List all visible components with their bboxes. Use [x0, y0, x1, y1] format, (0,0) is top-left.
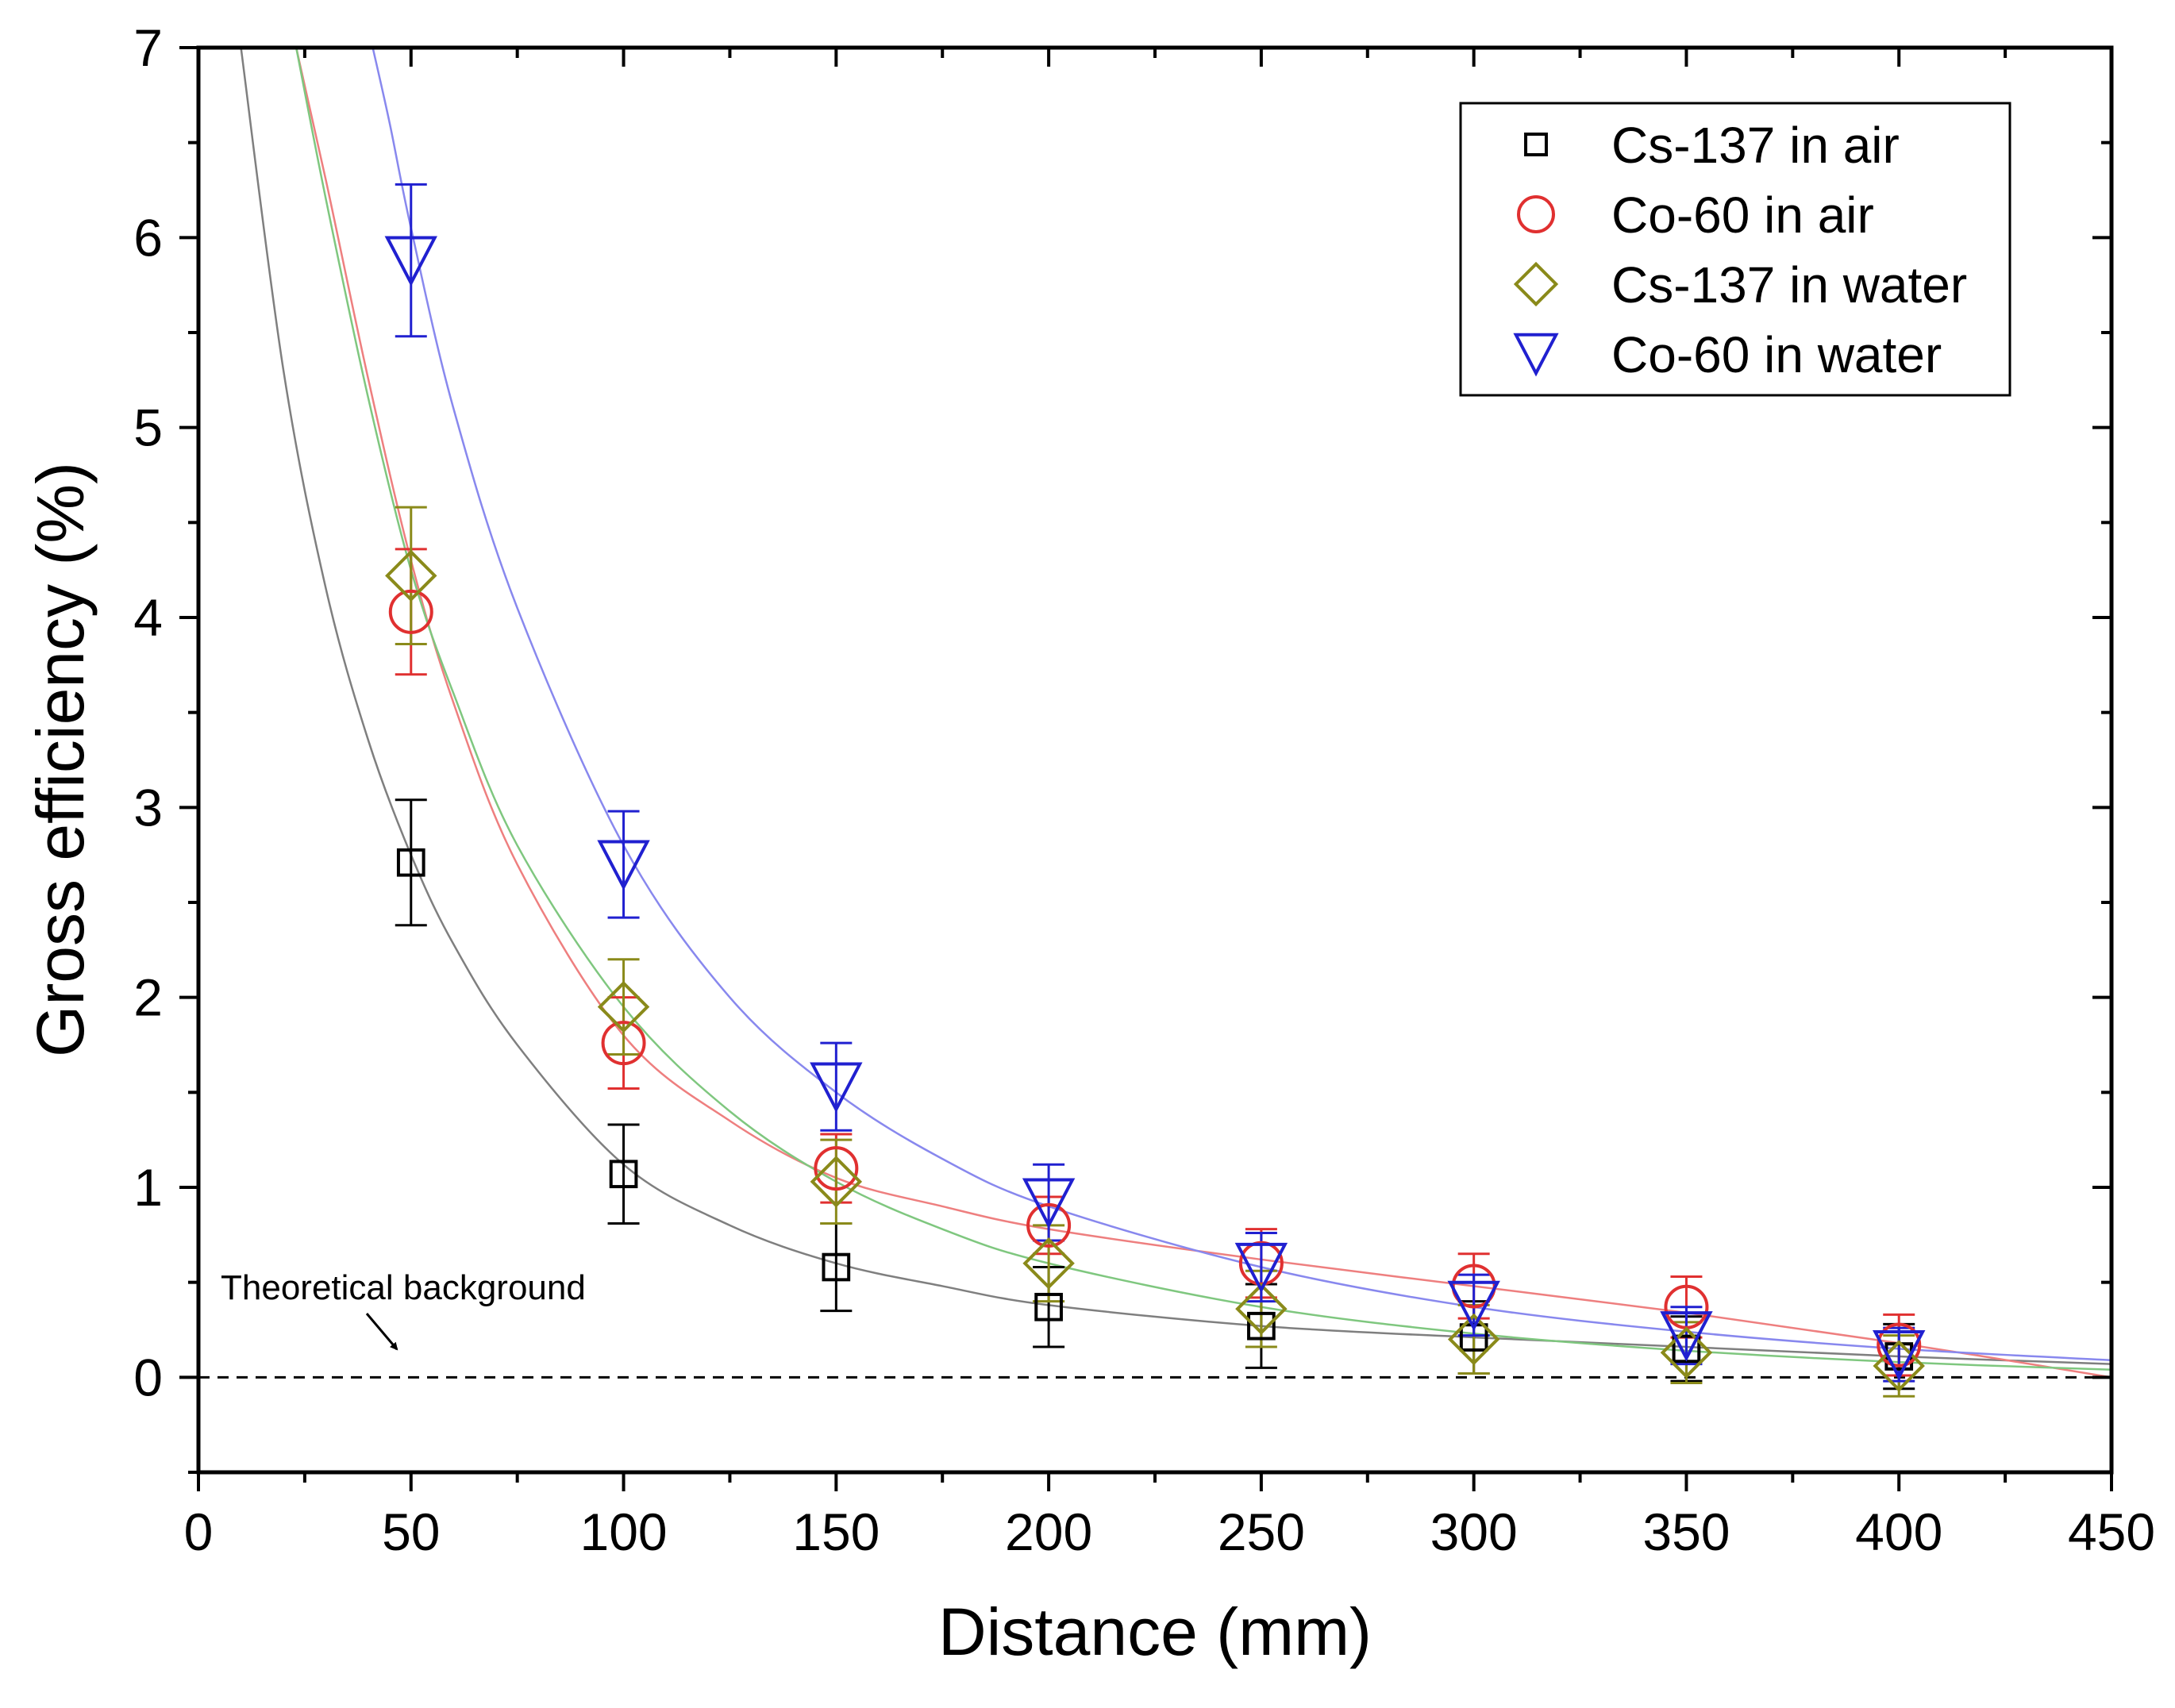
legend-marker-cs-137-in-air — [1524, 133, 1548, 156]
fit-curve-co-60-in-water — [371, 48, 2111, 1362]
fit-curve-cs-137-in-air — [240, 48, 2111, 1365]
error-bar-cs-137-in-water — [820, 1138, 853, 1225]
x-tick-label: 350 — [1642, 1502, 1730, 1561]
data-point-cs-137-in-air — [396, 848, 425, 877]
data-point-cs-137-in-water — [1235, 1283, 1288, 1335]
legend-label-co-60-in-air: Co-60 in air — [1611, 187, 1874, 244]
y-tick-label: 7 — [133, 18, 163, 77]
data-point-cs-137-in-air — [822, 1252, 851, 1282]
data-point-co-60-in-air — [1026, 1202, 1072, 1248]
y-tick-label: 6 — [133, 208, 163, 267]
data-point-cs-137-in-air — [1247, 1311, 1276, 1341]
data-point-cs-137-in-water — [1447, 1313, 1500, 1366]
y-tick-label: 4 — [133, 588, 163, 647]
legend-label-cs-137-in-air: Cs-137 in air — [1611, 117, 1900, 174]
x-tick-label: 0 — [184, 1502, 214, 1561]
fit-curve-cs-137-in-water — [294, 48, 2111, 1371]
error-bar-cs-137-in-air — [607, 1123, 640, 1225]
x-tick-label: 100 — [579, 1502, 667, 1561]
legend-marker-co-60-in-air — [1517, 195, 1555, 233]
fit-curve-co-60-in-air — [294, 48, 2111, 1379]
x-tick-label: 400 — [1855, 1502, 1942, 1561]
data-point-co-60-in-water — [1447, 1280, 1500, 1332]
x-tick-label: 50 — [382, 1502, 440, 1561]
legend: Cs-137 in air Co-60 in air Cs-137 in water… — [1459, 102, 2011, 397]
data-point-cs-137-in-water — [810, 1156, 863, 1208]
error-bar-cs-137-in-air — [395, 798, 427, 927]
y-tick-label: 1 — [133, 1158, 163, 1217]
data-point-cs-137-in-water — [1022, 1237, 1075, 1290]
data-point-co-60-in-water — [1873, 1330, 1926, 1381]
fit-curves — [240, 48, 2111, 1379]
y-tick-label: 3 — [133, 778, 163, 837]
data-point-cs-137-in-water — [1873, 1340, 1925, 1392]
annotation-text: Theoretical background — [221, 1268, 586, 1307]
error-bar-co-60-in-water — [820, 1041, 853, 1132]
data-point-co-60-in-water — [1234, 1242, 1288, 1294]
error-bar-cs-137-in-water — [395, 506, 427, 646]
data-points — [384, 236, 1926, 1392]
data-point-cs-137-in-air — [1034, 1292, 1063, 1321]
legend-label-co-60-in-water: Co-60 in water — [1611, 326, 1942, 383]
y-tick-label: 5 — [133, 398, 163, 457]
error-bar-cs-137-in-water — [607, 958, 640, 1056]
y-axis-title: Gross efficiency (%) — [23, 462, 98, 1057]
data-point-co-60-in-air — [814, 1146, 859, 1191]
legend-marker-co-60-in-water — [1513, 333, 1559, 377]
data-point-cs-137-in-water — [385, 549, 437, 602]
legend-label-cs-137-in-water: Cs-137 in water — [1611, 256, 1967, 314]
error-bar-co-60-in-water — [607, 810, 640, 919]
annotation-arrow — [365, 1313, 398, 1351]
annotation: Theoretical background — [221, 1268, 586, 1351]
x-tick-label: 200 — [1005, 1502, 1092, 1561]
data-point-co-60-in-air — [601, 1021, 646, 1066]
data-point-cs-137-in-air — [609, 1160, 638, 1189]
x-axis-title: Distance (mm) — [938, 1595, 1372, 1669]
x-tick-label: 250 — [1218, 1502, 1305, 1561]
data-point-co-60-in-water — [810, 1062, 863, 1114]
data-point-co-60-in-water — [597, 840, 650, 891]
error-bar-co-60-in-water — [395, 183, 427, 338]
axis-ticks — [179, 46, 2113, 1491]
x-tick-label: 150 — [792, 1502, 880, 1561]
data-point-co-60-in-air — [388, 589, 433, 634]
y-tick-labels: 0 1 2 3 4 5 6 7 — [133, 18, 163, 1406]
data-point-cs-137-in-water — [1660, 1326, 1713, 1379]
x-tick-label: 300 — [1430, 1502, 1518, 1561]
y-tick-label: 0 — [133, 1348, 163, 1406]
data-point-co-60-in-water — [1660, 1311, 1713, 1362]
data-point-co-60-in-water — [384, 236, 437, 287]
legend-marker-cs-137-in-water — [1513, 261, 1559, 307]
y-tick-label: 2 — [133, 968, 163, 1027]
x-tick-label: 450 — [2068, 1502, 2155, 1561]
data-point-co-60-in-air — [1877, 1322, 1922, 1368]
legend-frame — [1459, 102, 2011, 397]
x-tick-labels: 0 50 100 150 200 250 300 350 400 450 — [184, 1502, 2155, 1561]
data-point-co-60-in-water — [1022, 1178, 1076, 1229]
data-point-cs-137-in-water — [597, 980, 650, 1033]
